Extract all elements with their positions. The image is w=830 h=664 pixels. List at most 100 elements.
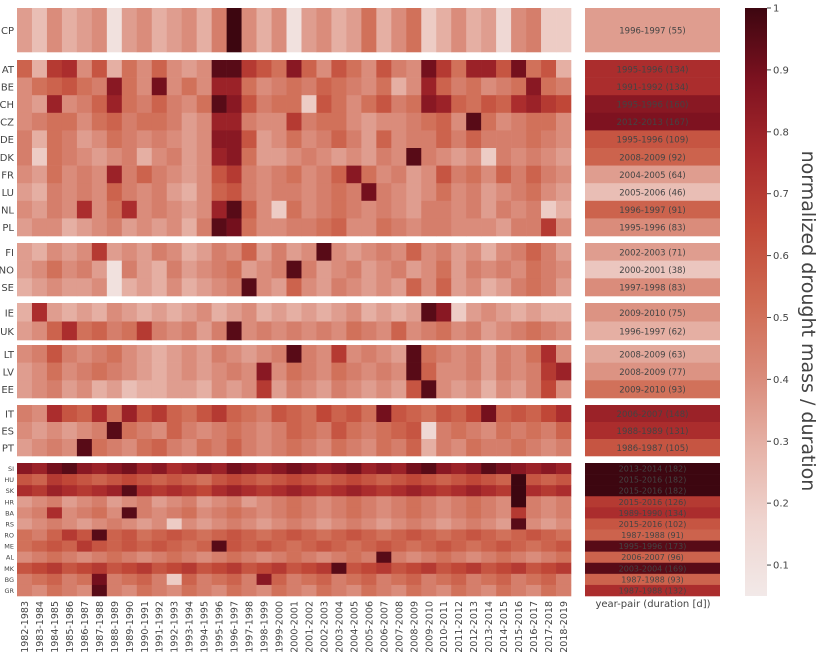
heat-cell-lt-1996-1997: [226, 345, 242, 363]
heat-cell-no-2001-2002: [301, 260, 317, 279]
summary-cell-rs: [585, 518, 720, 530]
heat-cell-pl-1983-1984: [31, 218, 48, 237]
heat-cell-se-1989-1990: [121, 278, 138, 297]
heat-cell-lt-1983-1984: [31, 345, 48, 363]
x-tick-1988-1989: 1988-1989: [110, 601, 121, 653]
heat-cell-gr-2010-2011: [436, 584, 452, 597]
heat-cell-lt-1984-1985: [46, 345, 63, 363]
heat-cell-ro-2008-2009: [406, 529, 422, 541]
heat-cell-pt-1989-1990: [121, 439, 138, 457]
heat-cell-ee-1996-1997: [226, 380, 242, 399]
heat-cell-ee-1993-1994: [181, 380, 197, 399]
heat-cell-bg-1993-1994: [181, 573, 197, 586]
x-tick-2005-2006: 2005-2006: [364, 601, 375, 653]
heat-cell-es-2000-2001: [286, 422, 302, 440]
heat-cell-pt-2008-2009: [406, 439, 422, 457]
heat-cell-dk-1988-1989: [106, 148, 123, 166]
heat-cell-fi-2015-2016: [511, 243, 527, 261]
heat-cell-hu-2005-2006: [361, 474, 377, 486]
heat-cell-hr-1992-1993: [166, 496, 182, 508]
heat-cell-mk-1987-1988: [91, 562, 108, 575]
heat-cell-ba-2013-2014: [481, 507, 497, 519]
heat-cell-gr-2009-2010: [421, 584, 437, 597]
x-tick-2008-2009: 2008-2009: [409, 601, 420, 653]
heat-cell-al-1991-1992: [151, 551, 168, 564]
heat-cell-bg-1992-1993: [166, 573, 182, 586]
heat-cell-hr-2004-2005: [346, 496, 362, 508]
heat-cell-gr-1998-1999: [256, 584, 272, 597]
summary-cell-at: [585, 60, 720, 78]
heat-cell-me-2012-2013: [466, 540, 482, 552]
heat-cell-cp-2004-2005: [346, 8, 362, 53]
heat-cell-de-2018-2019: [556, 130, 572, 149]
heat-cell-ch-2018-2019: [556, 95, 572, 114]
heat-cell-sk-2014-2015: [496, 485, 512, 497]
heat-cell-me-2011-2012: [451, 540, 467, 552]
heat-cell-lv-1996-1997: [226, 362, 242, 381]
heat-cell-de-2004-2005: [346, 130, 362, 149]
heat-cell-at-1999-2000: [271, 60, 287, 78]
heat-cell-hr-1982-1983: [17, 496, 33, 508]
heat-cell-ee-2015-2016: [511, 380, 527, 399]
heat-cell-uk-2017-2018: [541, 321, 557, 341]
heat-cell-ch-1985-1986: [61, 95, 78, 114]
heat-cell-nl-2013-2014: [481, 200, 497, 219]
heat-cell-rs-2012-2013: [466, 518, 482, 530]
heat-cell-se-2000-2001: [286, 278, 302, 297]
heat-cell-se-2002-2003: [316, 278, 332, 297]
heat-cell-lv-1992-1993: [166, 362, 182, 381]
heat-cell-me-1988-1989: [106, 540, 123, 552]
heat-cell-nl-2005-2006: [361, 200, 377, 219]
heat-cell-mk-2002-2003: [316, 562, 332, 575]
heat-cell-es-2018-2019: [556, 422, 572, 440]
heat-cell-fi-1984-1985: [46, 243, 63, 261]
heat-cell-hr-1986-1987: [76, 496, 93, 508]
heat-cell-bg-2000-2001: [286, 573, 302, 586]
heat-cell-lt-2014-2015: [496, 345, 512, 363]
summary-cell-se: [585, 278, 720, 297]
heat-cell-uk-2014-2015: [496, 321, 512, 341]
summary-text-no: 2000-2001 (38): [619, 266, 685, 276]
heat-cell-hu-1999-2000: [271, 474, 287, 486]
heat-cell-ch-1996-1997: [226, 95, 242, 114]
heat-cell-lt-2012-2013: [466, 345, 482, 363]
heat-cell-cp-2007-2008: [391, 8, 407, 53]
row-label-lt: LT: [4, 350, 15, 361]
heat-cell-se-2018-2019: [556, 278, 572, 297]
heat-cell-be-1982-1983: [17, 77, 33, 96]
heat-cell-lv-1989-1990: [121, 362, 138, 381]
heat-cell-pt-1999-2000: [271, 439, 287, 457]
heat-cell-sk-2012-2013: [466, 485, 482, 497]
heat-cell-dk-1991-1992: [151, 148, 168, 166]
heat-cell-ie-1983-1984: [31, 303, 48, 322]
heat-cell-nl-2015-2016: [511, 200, 527, 219]
heat-cell-gr-1992-1993: [166, 584, 182, 597]
heat-cell-cp-1996-1997: [226, 8, 242, 53]
heat-cell-ro-1993-1994: [181, 529, 197, 541]
heat-cell-rs-2005-2006: [361, 518, 377, 530]
heat-cell-dk-2013-2014: [481, 148, 497, 166]
heat-cell-ba-2006-2007: [376, 507, 392, 519]
summary-text-hr: 2015-2016 (126): [619, 498, 687, 507]
heat-cell-gr-1984-1985: [46, 584, 63, 597]
heat-cell-sk-2008-2009: [406, 485, 422, 497]
heat-cell-nl-1988-1989: [106, 200, 123, 219]
heat-cell-ro-2011-2012: [451, 529, 467, 541]
heat-cell-ie-1995-1996: [211, 303, 227, 322]
colorbar-tick-label: 1: [773, 4, 779, 15]
heat-cell-mk-1997-1998: [241, 562, 257, 575]
heat-cell-bg-2002-2003: [316, 573, 332, 586]
heat-cell-se-2010-2011: [436, 278, 452, 297]
x-tick-1996-1997: 1996-1997: [230, 601, 241, 653]
heat-cell-hr-1997-1998: [241, 496, 257, 508]
heat-cell-fi-2000-2001: [286, 243, 302, 261]
heat-cell-rs-1993-1994: [181, 518, 197, 530]
colorbar-label: normalized drought mass / duration: [797, 151, 819, 492]
heat-cell-at-1982-1983: [17, 60, 33, 78]
heat-cell-no-1992-1993: [166, 260, 182, 279]
heat-cell-cp-2016-2017: [526, 8, 542, 53]
x-tick-1982-1983: 1982-1983: [20, 601, 31, 653]
colorbar-ticks: 0.1 0.2 0.3 0.4 0.5 0.6 0.7 0.8 0.9 1: [767, 4, 789, 572]
x-tick-2007-2008: 2007-2008: [394, 601, 405, 653]
heat-cell-al-2018-2019: [556, 551, 572, 564]
